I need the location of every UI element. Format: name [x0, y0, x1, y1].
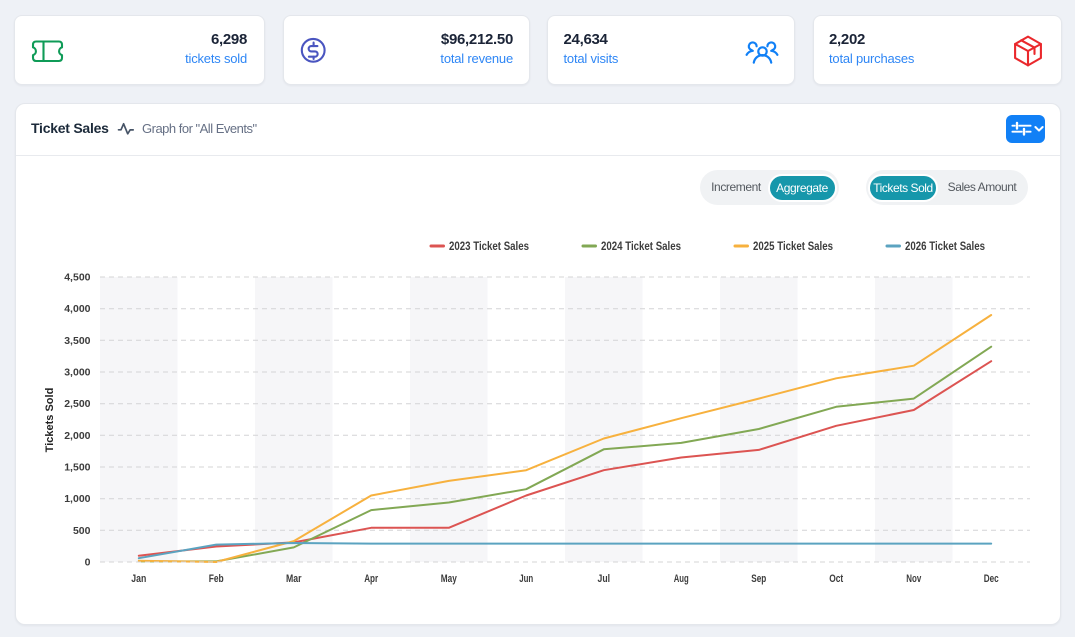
svg-text:3,000: 3,000: [64, 367, 90, 379]
svg-text:Jul: Jul: [598, 573, 611, 585]
svg-text:Aug: Aug: [674, 573, 689, 585]
svg-text:Feb: Feb: [209, 573, 224, 585]
svg-text:1,000: 1,000: [64, 493, 90, 505]
svg-text:Dec: Dec: [984, 573, 999, 585]
svg-text:2024 Ticket Sales: 2024 Ticket Sales: [601, 241, 681, 253]
svg-text:2023 Ticket Sales: 2023 Ticket Sales: [449, 241, 529, 253]
svg-text:2025 Ticket Sales: 2025 Ticket Sales: [753, 241, 833, 253]
svg-text:4,000: 4,000: [64, 303, 90, 315]
svg-text:2026 Ticket Sales: 2026 Ticket Sales: [905, 241, 985, 253]
svg-text:Nov: Nov: [906, 573, 922, 585]
svg-text:2,000: 2,000: [64, 430, 90, 442]
svg-text:Sep: Sep: [751, 573, 766, 585]
svg-text:2,500: 2,500: [64, 398, 90, 410]
svg-text:Tickets Sold: Tickets Sold: [44, 388, 56, 453]
svg-text:May: May: [441, 573, 458, 585]
svg-text:4,500: 4,500: [64, 272, 90, 284]
svg-text:0: 0: [85, 557, 91, 569]
svg-text:3,500: 3,500: [64, 335, 90, 347]
svg-text:Oct: Oct: [829, 573, 843, 585]
svg-text:Apr: Apr: [364, 573, 379, 585]
svg-text:1,500: 1,500: [64, 462, 90, 474]
svg-text:500: 500: [73, 525, 91, 537]
svg-text:Jun: Jun: [519, 573, 533, 585]
svg-text:Jan: Jan: [131, 573, 146, 585]
svg-text:Mar: Mar: [286, 573, 302, 585]
